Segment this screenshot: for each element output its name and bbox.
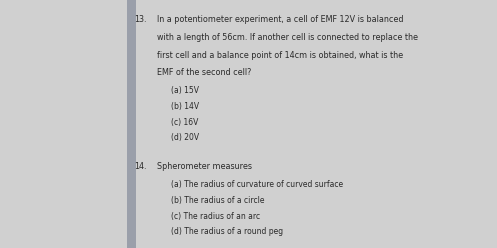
Text: (d) 20V: (d) 20V (171, 133, 200, 142)
Text: Spherometer measures: Spherometer measures (157, 162, 251, 171)
Text: In a potentiometer experiment, a cell of EMF 12V is balanced: In a potentiometer experiment, a cell of… (157, 15, 403, 24)
Text: (c) The radius of an arc: (c) The radius of an arc (171, 212, 260, 220)
Text: (a) 15V: (a) 15V (171, 86, 199, 95)
Text: with a length of 56cm. If another cell is connected to replace the: with a length of 56cm. If another cell i… (157, 33, 417, 42)
Text: first cell and a balance point of 14cm is obtained, what is the: first cell and a balance point of 14cm i… (157, 51, 403, 60)
Text: (a) The radius of curvature of curved surface: (a) The radius of curvature of curved su… (171, 180, 343, 189)
Text: 13.: 13. (134, 15, 147, 24)
Text: (b) 14V: (b) 14V (171, 102, 200, 111)
Text: (c) 16V: (c) 16V (171, 118, 199, 126)
Text: (d) The radius of a round peg: (d) The radius of a round peg (171, 227, 284, 236)
Text: EMF of the second cell?: EMF of the second cell? (157, 68, 251, 77)
Text: 14.: 14. (134, 162, 147, 171)
Text: (b) The radius of a circle: (b) The radius of a circle (171, 196, 265, 205)
FancyBboxPatch shape (127, 0, 136, 248)
